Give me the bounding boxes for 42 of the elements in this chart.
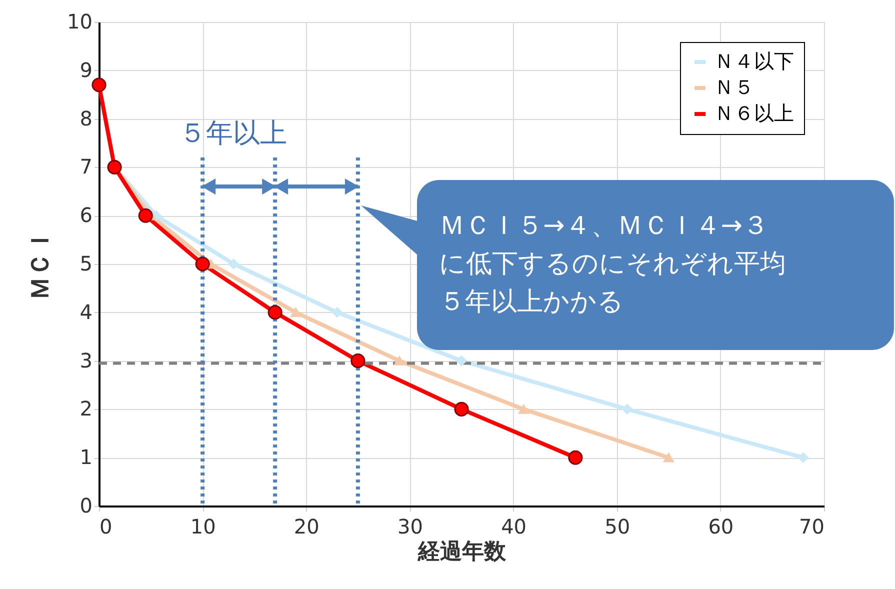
point	[228, 258, 239, 270]
point	[663, 452, 674, 462]
point	[454, 402, 469, 416]
point	[268, 305, 282, 320]
point	[518, 404, 529, 414]
point	[350, 354, 366, 368]
point	[568, 450, 583, 465]
x-tick-label: 0	[100, 514, 112, 538]
y-tick-label: 2	[80, 396, 92, 421]
point	[92, 78, 106, 92]
legend-label: Ｎ５	[714, 75, 754, 99]
y-tick-label: 9	[80, 58, 92, 82]
y-tick-label: 3	[80, 348, 92, 372]
point	[394, 356, 405, 366]
y-tick-label: 10	[67, 10, 92, 34]
point	[332, 307, 342, 318]
point	[138, 208, 153, 223]
point	[798, 452, 809, 463]
point	[195, 256, 210, 272]
legend-label: Ｎ６以上	[714, 101, 794, 125]
y-tick-label: 1	[80, 445, 92, 470]
y-tick-label: 6	[80, 203, 92, 228]
y-tick-label: 7	[80, 154, 92, 179]
x-tick-label: 40	[501, 514, 527, 538]
point	[622, 404, 632, 414]
point	[290, 308, 302, 318]
annotation: ＭＣＩ５→４、ＭＣＩ４→３に低下するのにそれぞれ平均５年以上かかる	[439, 211, 786, 317]
x-tick-label: 30	[397, 514, 423, 538]
y-axis-title: ＭＣＩ	[26, 228, 54, 300]
x-tick-label: 50	[604, 514, 630, 538]
x-tick-label: 60	[708, 514, 734, 538]
y-tick-label: 4	[80, 300, 92, 324]
y-tick-label: 8	[80, 106, 92, 130]
x-tick-label: 10	[190, 514, 216, 538]
annotation: ５年以上	[179, 118, 287, 149]
x-tick-label: 70	[799, 514, 824, 538]
legend-label: Ｎ４以下	[714, 49, 794, 73]
point	[456, 356, 467, 366]
y-tick-label: 0	[80, 494, 92, 518]
x-axis-title: 経過年数	[417, 540, 507, 564]
y-tick-label: 5	[80, 252, 92, 276]
x-tick-label: 20	[294, 514, 320, 538]
